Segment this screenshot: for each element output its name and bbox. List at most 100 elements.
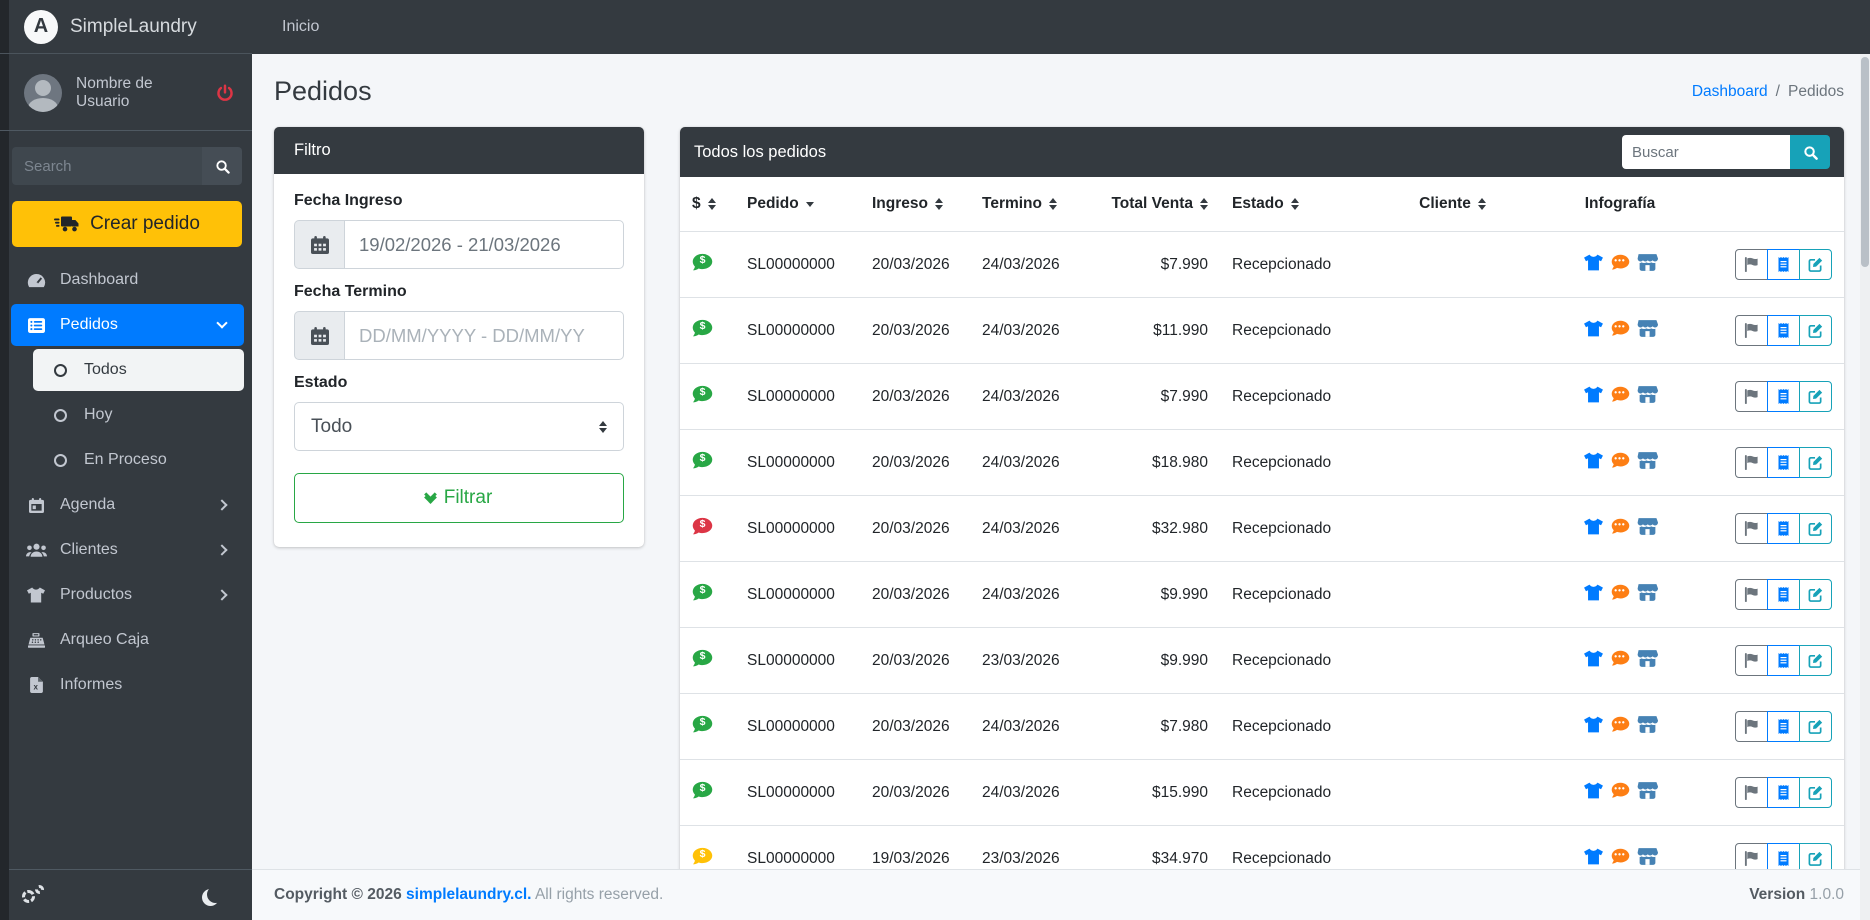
- receipt-button[interactable]: [1767, 645, 1800, 676]
- sidebar-item-label: En Proceso: [84, 451, 167, 469]
- order-total: $9.990: [1085, 628, 1220, 694]
- col-header-payment[interactable]: $: [680, 177, 735, 232]
- table-row: $ SL00000000 20/03/2026 24/03/2026 $7.99…: [680, 364, 1844, 430]
- filtrar-button[interactable]: Filtrar: [294, 473, 624, 523]
- orders-search-input[interactable]: [1622, 135, 1790, 169]
- receipt-button[interactable]: [1767, 447, 1800, 478]
- comment-icon: •••: [1611, 848, 1630, 865]
- sidebar-item-productos[interactable]: Productos: [11, 574, 244, 616]
- receipt-button[interactable]: [1767, 711, 1800, 742]
- sidebar-item-hoy[interactable]: Hoy: [33, 394, 244, 436]
- flag-button[interactable]: [1735, 711, 1768, 742]
- order-termino: 24/03/2026: [970, 232, 1085, 298]
- edit-button[interactable]: [1799, 381, 1832, 412]
- sidebar-search-button[interactable]: [202, 147, 242, 185]
- receipt-button[interactable]: [1767, 843, 1800, 869]
- flag-button[interactable]: [1735, 513, 1768, 544]
- order-total: $7.990: [1085, 232, 1220, 298]
- logout-power-icon[interactable]: [216, 84, 234, 102]
- sidebar-item-en-proceso[interactable]: En Proceso: [33, 439, 244, 481]
- infografia-icons: •••: [1583, 452, 1658, 469]
- edit-icon: [1808, 455, 1823, 470]
- fecha-ingreso-input[interactable]: [344, 220, 624, 269]
- moon-dark-mode-icon[interactable]: [204, 884, 226, 906]
- scrollbar-thumb[interactable]: [1861, 57, 1869, 267]
- footer-site-link[interactable]: simplelaundry.cl.: [406, 886, 531, 903]
- comment-icon: •••: [1611, 584, 1630, 601]
- svg-text:x: x: [33, 682, 38, 691]
- col-header-ingreso[interactable]: Ingreso: [860, 177, 970, 232]
- flag-button[interactable]: [1735, 381, 1768, 412]
- breadcrumb-dashboard-link[interactable]: Dashboard: [1692, 83, 1768, 101]
- sidebar-item-dashboard[interactable]: Dashboard: [11, 259, 244, 301]
- edit-button[interactable]: [1799, 777, 1832, 808]
- nav-link-inicio[interactable]: Inicio: [282, 18, 319, 36]
- row-actions: [1735, 645, 1832, 676]
- flag-button[interactable]: [1735, 315, 1768, 346]
- edit-button[interactable]: [1799, 513, 1832, 544]
- brand-logo-icon: A: [24, 10, 58, 44]
- order-cliente: [1360, 364, 1545, 430]
- store-icon: [1637, 452, 1658, 469]
- sidebar-search-input[interactable]: [12, 147, 202, 185]
- edit-button[interactable]: [1799, 711, 1832, 742]
- store-icon: [1637, 320, 1658, 337]
- sidebar-item-clientes[interactable]: Clientes: [11, 529, 244, 571]
- orders-search-button[interactable]: [1790, 135, 1830, 169]
- sidebar-item-label: Dashboard: [60, 271, 138, 289]
- comment-icon: •••: [1611, 254, 1630, 271]
- create-order-button[interactable]: Crear pedido: [12, 201, 242, 247]
- flag-button[interactable]: [1735, 447, 1768, 478]
- col-header-total-venta[interactable]: Total Venta: [1085, 177, 1220, 232]
- edit-button[interactable]: [1799, 447, 1832, 478]
- col-header-termino[interactable]: Termino: [970, 177, 1085, 232]
- brand[interactable]: A SimpleLaundry: [0, 0, 252, 54]
- receipt-button[interactable]: [1767, 249, 1800, 280]
- sidebar-item-informes[interactable]: x Informes: [11, 664, 244, 706]
- edit-button[interactable]: [1799, 315, 1832, 346]
- col-header-pedido[interactable]: Pedido: [735, 177, 860, 232]
- receipt-button[interactable]: [1767, 513, 1800, 544]
- edit-button[interactable]: [1799, 645, 1832, 676]
- edit-button[interactable]: [1799, 579, 1832, 610]
- table-row: $ SL00000000 19/03/2026 23/03/2026 $34.9…: [680, 826, 1844, 870]
- fecha-termino-input[interactable]: [344, 311, 624, 360]
- col-header-estado[interactable]: Estado: [1220, 177, 1360, 232]
- table-row: $ SL00000000 20/03/2026 24/03/2026 $7.99…: [680, 232, 1844, 298]
- gears-icon[interactable]: [22, 885, 46, 905]
- comment-icon: •••: [1611, 782, 1630, 799]
- flag-button[interactable]: [1735, 645, 1768, 676]
- edit-button[interactable]: [1799, 843, 1832, 869]
- store-icon: [1637, 716, 1658, 733]
- sidebar-search: [12, 147, 242, 185]
- store-icon: [1637, 584, 1658, 601]
- receipt-button[interactable]: [1767, 777, 1800, 808]
- estado-select[interactable]: Todo: [294, 402, 624, 451]
- flag-icon: [1744, 587, 1759, 602]
- flag-button[interactable]: [1735, 777, 1768, 808]
- receipt-button[interactable]: [1767, 315, 1800, 346]
- sidebar-item-pedidos[interactable]: Pedidos: [11, 304, 244, 346]
- order-cliente: [1360, 694, 1545, 760]
- flag-button[interactable]: [1735, 249, 1768, 280]
- cash-register-icon: [25, 633, 47, 648]
- page-scrollbar[interactable]: [1860, 54, 1870, 920]
- order-id: SL00000000: [735, 232, 860, 298]
- row-actions: [1735, 711, 1832, 742]
- flag-button[interactable]: [1735, 843, 1768, 869]
- filter-card-header: Filtro: [274, 127, 644, 174]
- store-icon: [1637, 782, 1658, 799]
- calendar-icon: [294, 311, 344, 360]
- circle-icon: [49, 364, 71, 377]
- sidebar-item-agenda[interactable]: Agenda: [11, 484, 244, 526]
- edit-button[interactable]: [1799, 249, 1832, 280]
- user-name: Nombre de Usuario: [76, 75, 202, 111]
- orders-table-body: $ SL00000000 20/03/2026 24/03/2026 $7.99…: [680, 232, 1844, 870]
- sidebar-item-arqueo-caja[interactable]: Arqueo Caja: [11, 619, 244, 661]
- receipt-button[interactable]: [1767, 579, 1800, 610]
- orders-card-header: Todos los pedidos: [680, 127, 1844, 177]
- col-header-cliente[interactable]: Cliente: [1360, 177, 1545, 232]
- sidebar-item-todos[interactable]: Todos: [33, 349, 244, 391]
- receipt-button[interactable]: [1767, 381, 1800, 412]
- flag-button[interactable]: [1735, 579, 1768, 610]
